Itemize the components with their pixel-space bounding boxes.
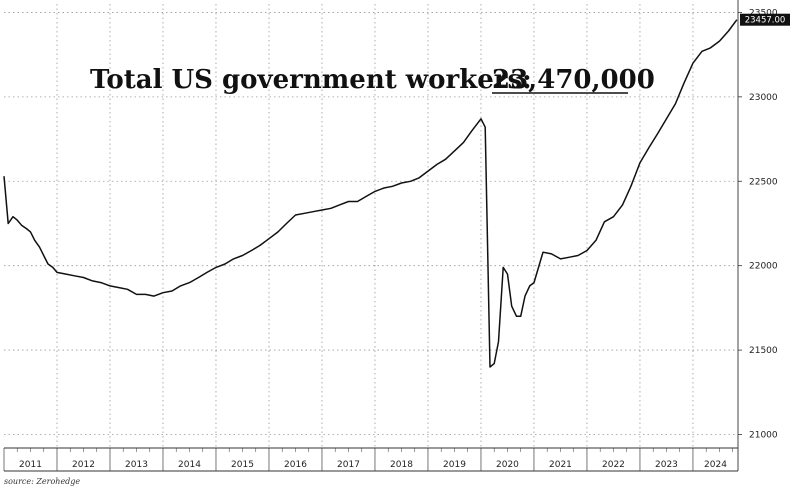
y-tick-label: 22500 [749,177,778,187]
x-tick-label: 2013 [125,460,148,470]
y-tick-label: 21000 [749,430,778,440]
gridlines [4,4,738,448]
x-tick-label: 2023 [655,460,678,470]
x-tick-label: 2019 [443,460,466,470]
last-value-badge: 23457.00 [740,13,790,26]
last-value-box [740,13,790,26]
y-tick-label: 23000 [749,93,778,103]
x-tick-label: 2024 [704,460,727,470]
series-line [3,19,738,368]
x-tick-label: 2021 [549,460,572,470]
x-tick-label: 2018 [390,460,413,470]
source-note: source: Zerohedge [4,477,80,486]
y-tick-label: 21500 [749,346,778,356]
axes [3,0,742,472]
labels: 21000 21500 22000 22500 23000 23500 2011 2012 20… [19,8,790,470]
chart-title-value: 23,470,000 [492,65,655,95]
x-tick-label: 2012 [72,460,95,470]
y-tick-label: 23500 [749,8,778,18]
x-tick-label: 2016 [284,460,307,470]
x-tick-label: 2017 [337,460,360,470]
x-tick-label: 2014 [178,460,201,470]
x-tick-label: 2020 [496,460,519,470]
chart-title: Total US government workers: [90,65,532,95]
x-tick-label: 2015 [231,460,254,470]
series-layer [3,19,738,368]
last-value-label: 23457.00 [745,16,786,26]
x-tick-label: 2022 [602,460,625,470]
x-tick-label: 2011 [19,460,42,470]
y-tick-label: 22000 [749,262,778,272]
